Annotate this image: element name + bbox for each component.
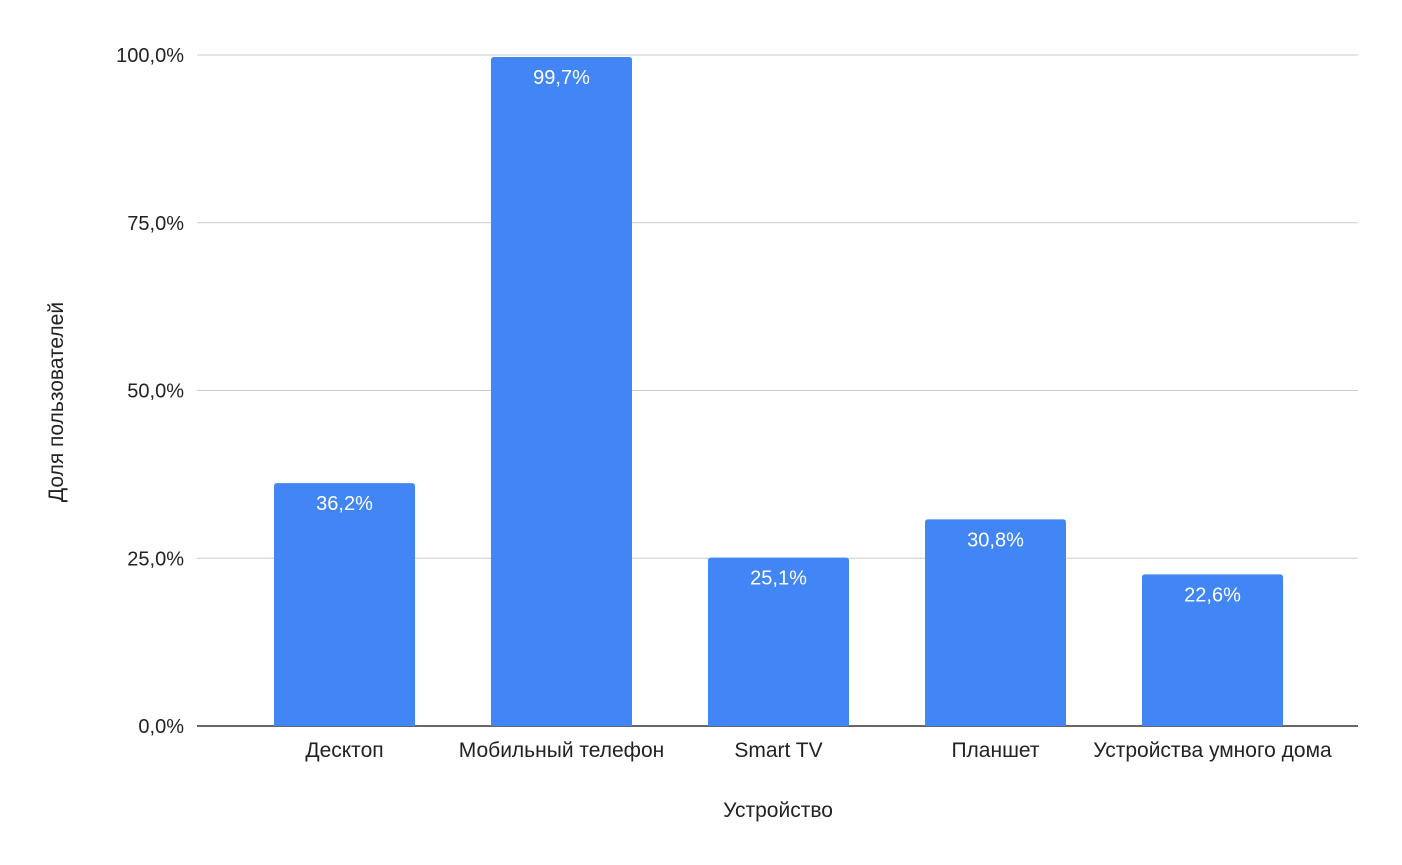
x-tick-label: Smart TV (734, 739, 822, 762)
bar (1142, 574, 1283, 726)
x-tick-label: Мобильный телефон (459, 739, 664, 762)
x-tick-label: Планшет (951, 739, 1039, 762)
x-axis-title: Устройство (723, 799, 833, 822)
data-label: 30,8% (967, 529, 1024, 551)
data-label: 25,1% (750, 568, 807, 590)
x-tick-label: Устройства умного дома (1093, 739, 1332, 762)
x-tick-label: Десктоп (305, 739, 383, 762)
data-label: 22,6% (1184, 584, 1241, 606)
bar (491, 57, 632, 726)
y-tick-label: 75,0% (127, 213, 184, 235)
bar (925, 519, 1066, 726)
data-label: 99,7% (533, 67, 590, 89)
y-tick-label: 25,0% (127, 548, 184, 570)
y-axis-title: Доля пользователей (45, 302, 68, 502)
y-tick-label: 0,0% (138, 716, 184, 738)
data-label: 36,2% (316, 493, 373, 515)
bar (708, 557, 849, 726)
y-tick-label: 100,0% (116, 45, 184, 67)
y-tick-label: 50,0% (127, 381, 184, 403)
bar (274, 483, 415, 726)
